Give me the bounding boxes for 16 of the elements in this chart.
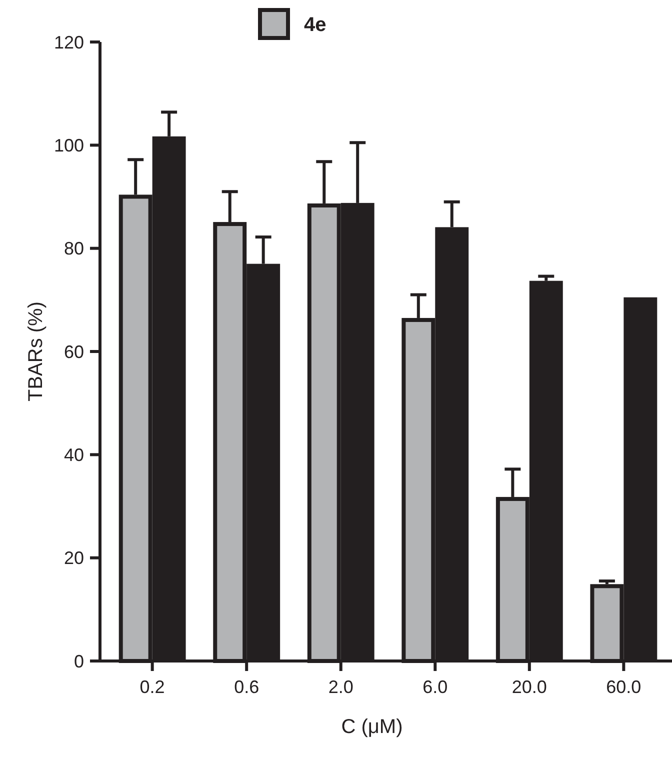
y-tick-label: 60 xyxy=(64,342,84,362)
y-tick-label: 40 xyxy=(64,444,84,465)
x-tick-label: 6.0 xyxy=(422,677,448,697)
x-tick-label: 20.0 xyxy=(512,677,547,697)
x-tick-label: 60.0 xyxy=(606,677,642,697)
y-tick-label: 120 xyxy=(54,32,84,52)
y-tick-label: 0 xyxy=(74,651,84,672)
y-axis-title: TBARs (%) xyxy=(25,302,47,402)
legend-label: 4e xyxy=(304,14,326,36)
x-axis-title: C (μM) xyxy=(341,716,403,738)
x-tick-label: 2.0 xyxy=(328,677,354,697)
y-tick-label: 20 xyxy=(64,548,84,568)
y-tick-label: 80 xyxy=(64,238,84,259)
x-tick-label: 0.6 xyxy=(234,677,260,697)
y-tick-label: 100 xyxy=(54,135,84,156)
x-tick-label: 0.2 xyxy=(140,677,165,697)
